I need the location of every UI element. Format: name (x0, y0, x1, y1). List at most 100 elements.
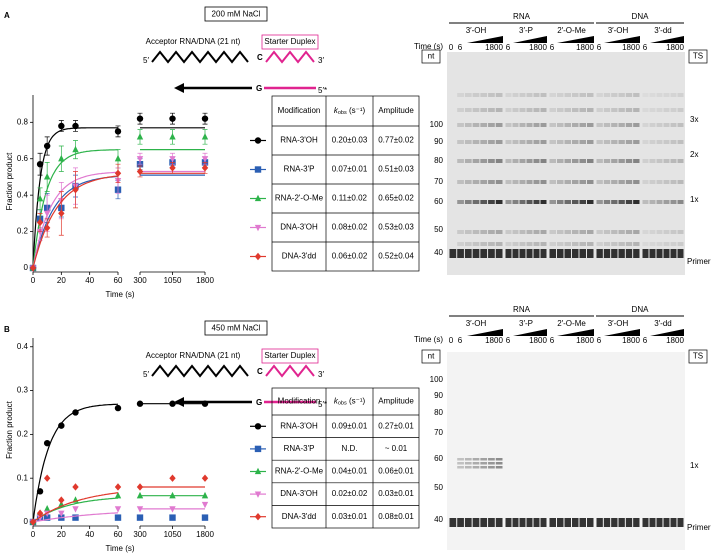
legend-label: RNA-3'P (284, 444, 315, 453)
y-tick-label: 0.2 (17, 429, 29, 438)
gel-band (495, 108, 503, 112)
gel-band (677, 518, 684, 527)
gel-band (480, 466, 488, 469)
data-point (36, 228, 44, 236)
gel-band (587, 123, 594, 127)
gel-band (557, 518, 564, 527)
gel-band (603, 93, 611, 97)
gel-band (472, 462, 480, 465)
gel-band (642, 230, 649, 234)
gel-band (611, 123, 618, 127)
gel-band (526, 200, 533, 204)
ts-label: TS (693, 352, 703, 361)
gel-band (603, 159, 611, 163)
data-point (114, 154, 122, 162)
gel-band (526, 242, 533, 246)
time-label: 6 (506, 43, 511, 52)
gel-band (633, 249, 640, 258)
gel-band (670, 230, 677, 234)
k-subscript: obs (338, 401, 347, 407)
x-tick-label: 0 (31, 276, 36, 285)
gel-band (670, 518, 677, 527)
gel-band (642, 518, 649, 527)
size-marker: 60 (434, 454, 443, 463)
gel-band (670, 108, 677, 112)
gel-band (557, 200, 564, 204)
gel-band (633, 140, 640, 144)
table-border (271, 95, 420, 272)
gel-band (596, 140, 603, 144)
gel-band (587, 159, 594, 163)
y-tick-label: 0.2 (17, 227, 29, 236)
data-point (201, 491, 209, 499)
gel-band (564, 242, 571, 246)
size-marker: 50 (434, 483, 443, 492)
gel-band (457, 123, 464, 127)
gel-band (564, 159, 571, 163)
gel-band (505, 140, 512, 144)
ts-box (688, 349, 708, 364)
x-tick-label: 1050 (164, 276, 182, 285)
gel-band (579, 518, 586, 527)
acceptor-strand (151, 364, 249, 378)
gel-band (505, 200, 512, 204)
gel-band (677, 123, 684, 127)
condition-box (204, 320, 268, 336)
gel-band (649, 159, 656, 163)
gel-band (519, 93, 526, 97)
gel-band (579, 242, 586, 246)
gel-band (480, 230, 488, 234)
gel-band (579, 123, 586, 127)
gel-band (457, 518, 464, 527)
gel-band (572, 123, 579, 127)
table-cell: 0.11±0.02 (332, 194, 367, 203)
table-cell: 0.09±0.01 (332, 421, 368, 430)
data-point (254, 491, 262, 498)
gel-band (464, 230, 472, 234)
data-point (36, 195, 44, 202)
gel-band (649, 249, 656, 258)
y-tick-label: 0.4 (17, 190, 29, 199)
gel-band (564, 108, 571, 112)
gel-band (505, 242, 512, 246)
gel-band (677, 93, 684, 97)
gel-subgroup-label: 3′-dd (654, 319, 672, 328)
gel-band (457, 108, 464, 112)
condition-label: 200 mM NaCl (212, 10, 261, 19)
gel-band (642, 249, 649, 258)
gel-band (472, 180, 480, 184)
data-point (136, 400, 144, 407)
data-point (136, 167, 144, 176)
diagram-5prime: 5′ (143, 56, 149, 65)
diagram-3prime: 3′ (318, 370, 324, 379)
gel-band (533, 93, 540, 97)
y-tick-label: 0 (24, 263, 29, 272)
legend-label: RNA-3'OH (280, 136, 318, 145)
gel-image (447, 352, 685, 550)
gel-band (649, 242, 656, 246)
gel-band (526, 230, 533, 234)
gel-band (480, 180, 488, 184)
gel-band (663, 200, 670, 204)
gel-band (472, 108, 480, 112)
gel-band (587, 180, 594, 184)
diagram-5prime-star: 5′* (318, 86, 327, 95)
size-marker: 40 (434, 515, 443, 524)
data-point (201, 514, 209, 521)
data-point (58, 422, 65, 429)
nt-box (421, 349, 441, 364)
table-header: Modification (278, 397, 321, 406)
diagram-acceptor: Acceptor RNA/DNA (21 nt) (146, 37, 241, 46)
data-point (58, 510, 65, 518)
gel-band (677, 242, 684, 246)
gel-band (611, 108, 618, 112)
gel-band (457, 180, 464, 184)
gel-band (663, 123, 670, 127)
data-point (29, 518, 37, 526)
table-cell: 0.08±0.01 (378, 512, 414, 521)
time-label: 6 (550, 43, 555, 52)
gel-band (656, 230, 663, 234)
diagram-c: C (257, 367, 263, 376)
gel-band (564, 93, 571, 97)
gel-band (625, 108, 633, 112)
